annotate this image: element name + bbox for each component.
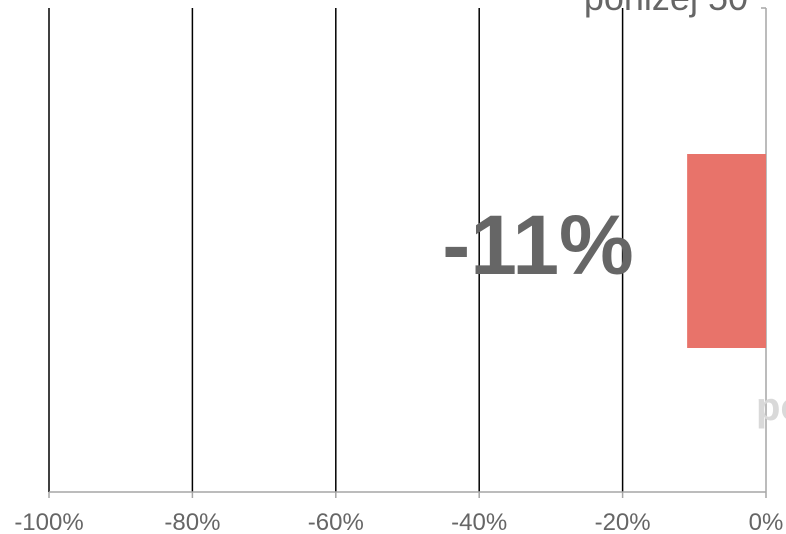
grid-lines: [48, 8, 624, 492]
x-tick-label: -80%: [164, 509, 220, 534]
chart-title: poniżej 50: [584, 0, 748, 18]
data-label: -11%: [442, 198, 633, 292]
x-tick-label: 0%: [749, 509, 784, 534]
x-tick-label: -60%: [308, 509, 364, 534]
bar: [687, 154, 766, 348]
category-label: po: [756, 385, 786, 429]
bars: [687, 154, 766, 348]
x-tick-labels: -100% -80% -60% -40% -20% 0%: [14, 509, 783, 534]
x-tick-label: -40%: [451, 509, 507, 534]
x-tick-label: -20%: [595, 509, 651, 534]
x-tick-label: -100%: [14, 509, 83, 534]
axes: [48, 7, 767, 498]
